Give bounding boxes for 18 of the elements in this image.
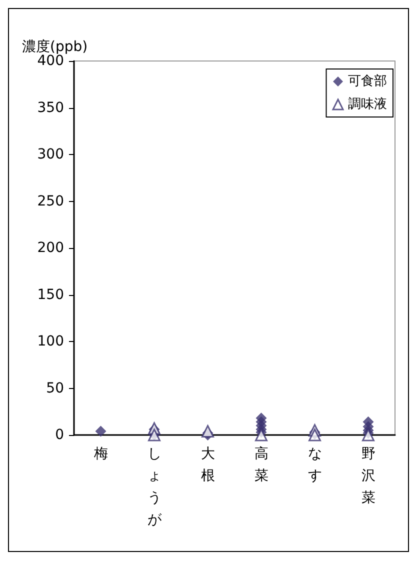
x-tick-label: 野沢菜 [361,446,376,506]
legend-label: 調味液 [348,97,387,112]
legend-label: 可食部 [348,74,387,89]
x-tick-label: 大根 [200,446,215,484]
y-tick-label: 150 [37,286,64,303]
y-tick-label: 0 [55,427,64,443]
y-tick-label: 300 [37,146,64,162]
y-axis-title: 濃度(ppb) [22,39,88,56]
y-tick-label: 250 [37,193,64,210]
x-tick-label: 高菜 [254,446,268,484]
x-tick-label: しょうが [147,446,162,528]
x-tick-label: なす [308,446,322,484]
y-tick-label: 100 [37,334,64,350]
y-tick-label: 200 [37,240,64,256]
y-tick-label: 400 [37,53,64,69]
x-tick-label: 梅 [92,446,108,462]
y-tick-label: 350 [37,100,64,116]
y-tick-label: 50 [46,380,64,396]
